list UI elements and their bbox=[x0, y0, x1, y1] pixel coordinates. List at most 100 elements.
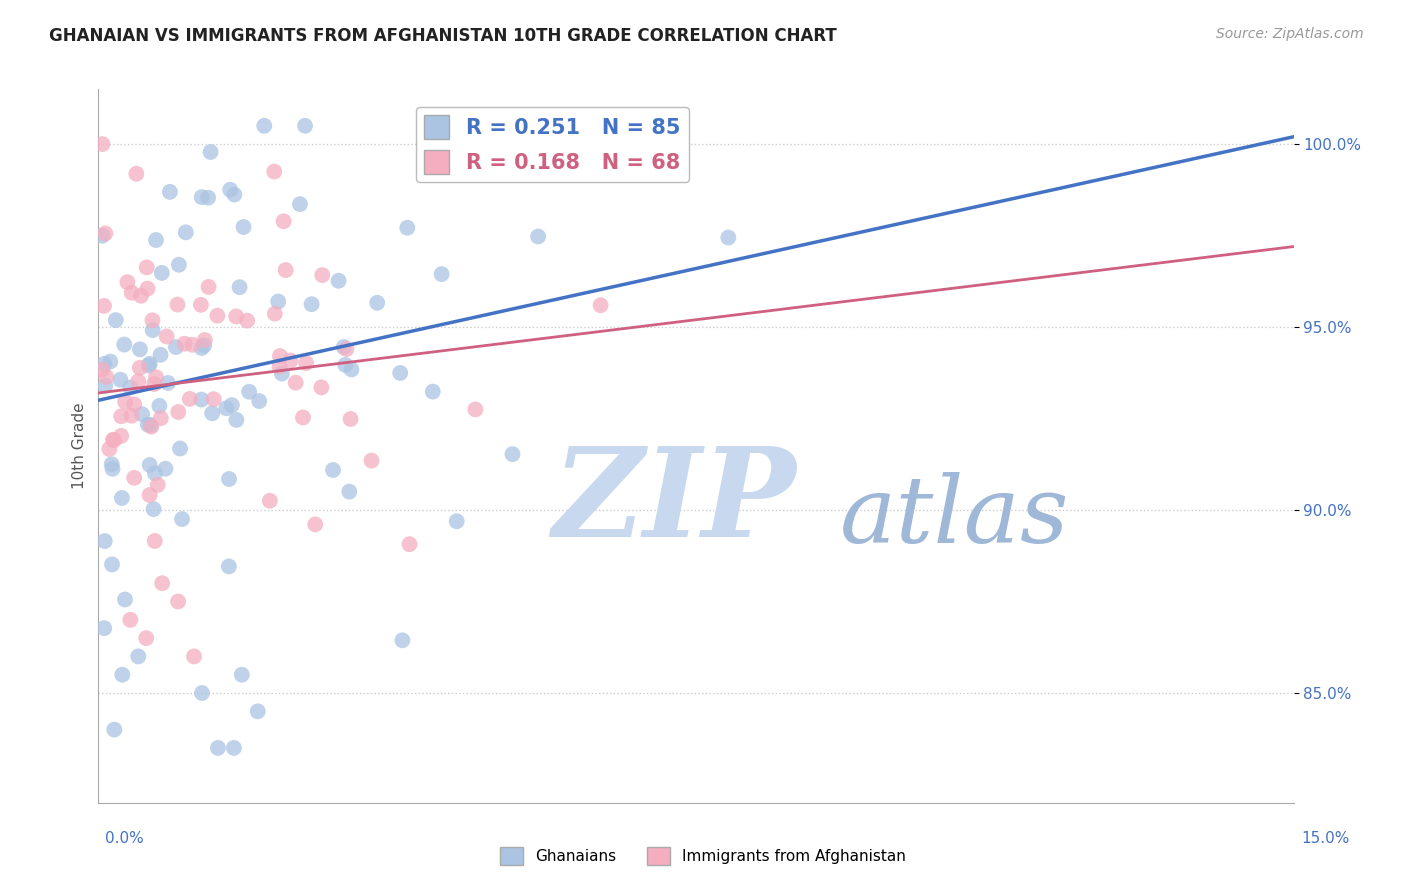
Point bbox=[464, 402, 486, 417]
Point bbox=[101, 462, 124, 476]
Point bbox=[143, 377, 166, 392]
Point bbox=[193, 338, 215, 352]
Point bbox=[430, 267, 453, 281]
Point bbox=[111, 491, 134, 505]
Point bbox=[138, 357, 160, 371]
Point bbox=[396, 220, 419, 235]
Point bbox=[114, 592, 136, 607]
Text: 0.0%: 0.0% bbox=[105, 831, 145, 846]
Point bbox=[141, 313, 163, 327]
Point bbox=[221, 398, 243, 412]
Point bbox=[263, 164, 285, 178]
Point bbox=[94, 378, 117, 392]
Point bbox=[127, 375, 149, 389]
Point bbox=[301, 297, 323, 311]
Point bbox=[122, 471, 145, 485]
Point bbox=[231, 667, 253, 681]
Legend: R = 0.251   N = 85, R = 0.168   N = 68: R = 0.251 N = 85, R = 0.168 N = 68 bbox=[416, 107, 689, 182]
Point bbox=[143, 533, 166, 548]
Point bbox=[104, 313, 127, 327]
Point bbox=[337, 484, 360, 499]
Point bbox=[207, 740, 229, 755]
Point bbox=[120, 381, 142, 395]
Point bbox=[218, 472, 240, 486]
Text: GHANAIAN VS IMMIGRANTS FROM AFGHANISTAN 10TH GRADE CORRELATION CHART: GHANAIAN VS IMMIGRANTS FROM AFGHANISTAN … bbox=[49, 27, 837, 45]
Point bbox=[146, 478, 169, 492]
Point bbox=[194, 333, 217, 347]
Point bbox=[166, 297, 188, 311]
Legend: Ghanaians, Immigrants from Afghanistan: Ghanaians, Immigrants from Afghanistan bbox=[494, 841, 912, 871]
Point bbox=[366, 295, 388, 310]
Point bbox=[263, 307, 285, 321]
Point bbox=[292, 410, 315, 425]
Point bbox=[121, 409, 143, 423]
Point bbox=[117, 275, 139, 289]
Point bbox=[717, 230, 740, 244]
Point bbox=[191, 686, 214, 700]
Point bbox=[322, 463, 344, 477]
Point bbox=[288, 197, 311, 211]
Point bbox=[149, 411, 172, 425]
Point bbox=[145, 370, 167, 384]
Point bbox=[93, 357, 115, 371]
Point bbox=[93, 299, 115, 313]
Point bbox=[360, 453, 382, 467]
Point bbox=[111, 667, 134, 681]
Point bbox=[335, 358, 357, 372]
Point bbox=[141, 419, 163, 434]
Y-axis label: 10th Grade: 10th Grade bbox=[72, 402, 87, 490]
Point bbox=[150, 576, 173, 591]
Point bbox=[501, 447, 523, 461]
Point bbox=[333, 340, 356, 354]
Point bbox=[422, 384, 444, 399]
Point bbox=[143, 467, 166, 481]
Point bbox=[101, 558, 124, 572]
Point bbox=[170, 512, 193, 526]
Point bbox=[190, 298, 212, 312]
Point bbox=[340, 362, 363, 376]
Point bbox=[169, 442, 191, 456]
Point bbox=[228, 280, 250, 294]
Point bbox=[589, 298, 612, 312]
Point bbox=[190, 190, 212, 204]
Point bbox=[202, 392, 225, 407]
Point bbox=[190, 341, 212, 355]
Point bbox=[391, 633, 413, 648]
Point bbox=[136, 417, 159, 432]
Point bbox=[232, 220, 254, 235]
Point bbox=[159, 185, 181, 199]
Point bbox=[225, 310, 247, 324]
Point bbox=[236, 313, 259, 327]
Point bbox=[156, 329, 179, 343]
Point bbox=[304, 517, 326, 532]
Point bbox=[121, 285, 143, 300]
Point bbox=[148, 399, 170, 413]
Point bbox=[269, 349, 291, 363]
Text: 15.0%: 15.0% bbox=[1302, 831, 1350, 846]
Point bbox=[200, 145, 222, 159]
Point bbox=[96, 370, 118, 384]
Point bbox=[129, 343, 152, 357]
Point bbox=[100, 457, 122, 471]
Point bbox=[142, 323, 165, 337]
Point bbox=[269, 359, 291, 374]
Point bbox=[145, 233, 167, 247]
Point bbox=[155, 461, 177, 475]
Point bbox=[311, 268, 333, 282]
Point bbox=[311, 380, 333, 394]
Point bbox=[128, 360, 150, 375]
Point bbox=[446, 514, 468, 528]
Point bbox=[131, 407, 153, 421]
Point bbox=[136, 282, 159, 296]
Point bbox=[280, 353, 302, 368]
Point bbox=[238, 384, 260, 399]
Point bbox=[167, 594, 190, 608]
Point bbox=[218, 559, 240, 574]
Point bbox=[91, 137, 114, 152]
Point bbox=[103, 434, 125, 448]
Point bbox=[98, 442, 121, 456]
Point bbox=[201, 406, 224, 420]
Point bbox=[190, 392, 212, 407]
Point bbox=[103, 723, 125, 737]
Point bbox=[93, 621, 115, 635]
